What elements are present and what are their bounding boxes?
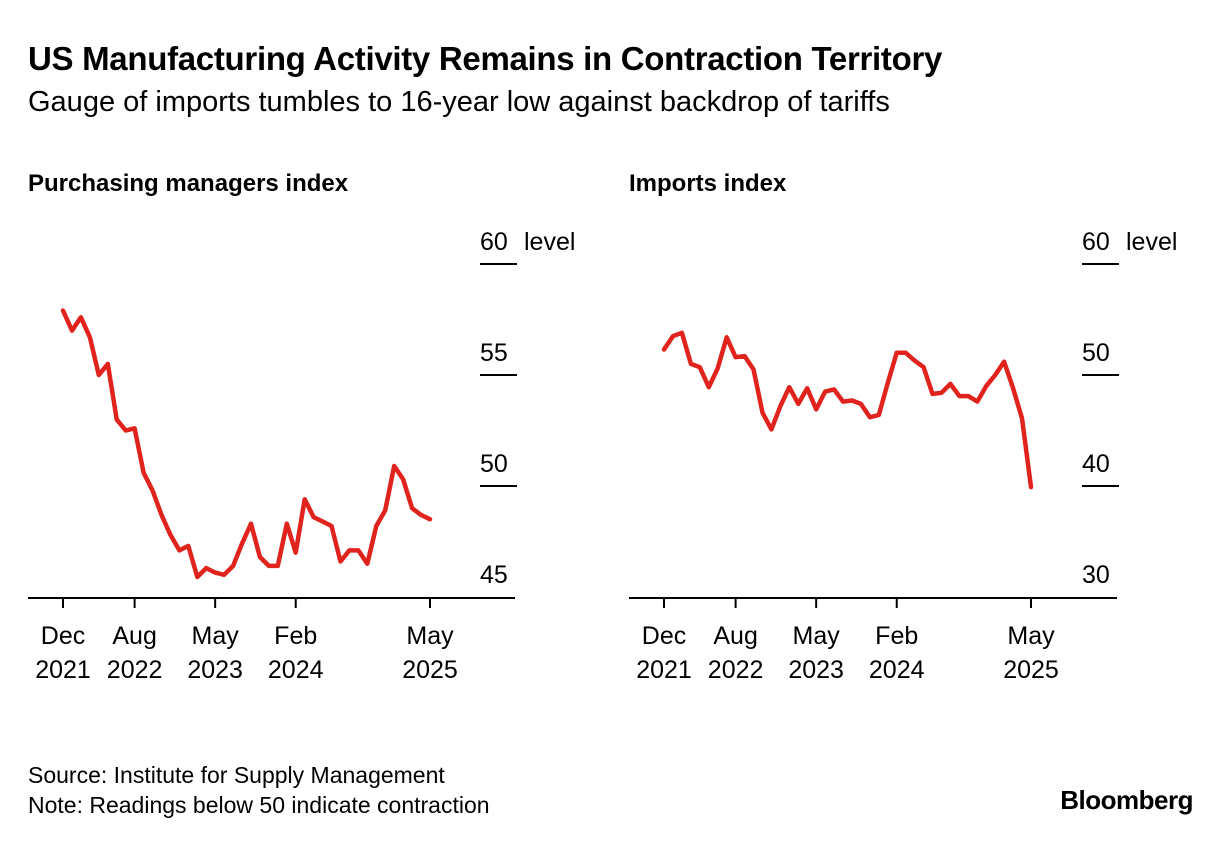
imports-xtick-year-aug-2022: 2022 [708, 656, 764, 684]
pmi-xtick-label-feb-2024: Feb [274, 622, 317, 650]
imports-xtick-label-may-2023: May [793, 622, 841, 650]
imports-xtick-label-feb-2024: Feb [875, 622, 918, 650]
imports-ytick-label-60: 60 [1082, 228, 1110, 256]
source-note: Source: Institute for Supply Management [28, 762, 445, 788]
imports-xtick-year-may-2023: 2023 [788, 656, 844, 684]
pmi-xtick-year-may-2025: 2025 [402, 656, 458, 684]
imports-ytick-label-50: 50 [1082, 339, 1110, 367]
pmi-xtick-label-may-2023: May [192, 622, 240, 650]
imports-xtick-year-feb-2024: 2024 [869, 656, 925, 684]
imports-xtick-year-may-2025: 2025 [1003, 656, 1059, 684]
imports-ytick-label-30: 30 [1082, 561, 1110, 589]
imports-xtick-label-aug-2022: Aug [713, 622, 757, 650]
imports-panel-title: Imports index [629, 170, 787, 197]
pmi-xtick-year-may-2023: 2023 [187, 656, 243, 684]
pmi-xtick-label-may-2025: May [406, 622, 454, 650]
imports-xtick-label-dec-2021: Dec [642, 622, 686, 650]
contraction-note: Note: Readings below 50 indicate contrac… [28, 792, 490, 818]
pmi-series-line [60, 308, 433, 580]
pmi-xtick-year-feb-2024: 2024 [268, 656, 324, 684]
chart-title: US Manufacturing Activity Remains in Con… [28, 40, 943, 77]
imports-series-line [661, 330, 1034, 490]
pmi-ytick-label-55: 55 [480, 339, 508, 367]
imports-unit-label: level [1126, 228, 1177, 256]
pmi-xtick-label-aug-2022: Aug [112, 622, 156, 650]
pmi-ytick-label-50: 50 [480, 450, 508, 478]
pmi-ytick-label-45: 45 [480, 561, 508, 589]
imports-xtick-year-dec-2021: 2021 [636, 656, 692, 684]
pmi-panel-title: Purchasing managers index [28, 170, 349, 197]
bloomberg-logo: Bloomberg [1060, 785, 1193, 815]
imports-xtick-label-may-2025: May [1007, 622, 1055, 650]
pmi-unit-label: level [524, 228, 575, 256]
pmi-xtick-year-aug-2022: 2022 [107, 656, 163, 684]
pmi-xtick-year-dec-2021: 2021 [35, 656, 91, 684]
pmi-xtick-label-dec-2021: Dec [41, 622, 85, 650]
pmi-ytick-label-60: 60 [480, 228, 508, 256]
chart-subtitle: Gauge of imports tumbles to 16-year low … [28, 86, 890, 118]
imports-ytick-label-40: 40 [1082, 450, 1110, 478]
